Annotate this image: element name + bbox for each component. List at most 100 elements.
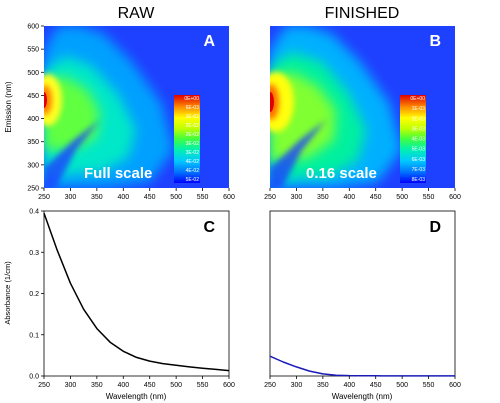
panel-c-ylabel: Absorbance (1/cm) [3, 261, 12, 325]
x-tick-label: 250 [38, 382, 50, 389]
colorbar-label: 5E-02 [186, 177, 200, 183]
colorbar-label: 2E-02 [186, 123, 200, 129]
x-tick-label: 250 [264, 194, 276, 201]
panel-a-hot-orange [44, 85, 52, 115]
panel-d-label: D [429, 219, 441, 236]
y-tick-label: 350 [27, 139, 39, 146]
panel-d: D 250 300 350 400 450 500 550 600 Wavelength (n… [264, 210, 461, 401]
panel-a-annotation: Full scale [84, 165, 152, 182]
colorbar-label: 4E-02 [186, 159, 200, 165]
x-tick-label: 350 [317, 382, 329, 389]
panel-c-xlabel: Wavelength (nm) [106, 392, 167, 401]
x-tick-label: 450 [144, 194, 156, 201]
x-tick-label: 400 [117, 382, 129, 389]
panel-b-label: B [429, 33, 441, 50]
colorbar-label: 3E-03 [412, 126, 426, 132]
panel-a-label: A [203, 33, 215, 50]
colorbar-label: 4E-03 [412, 137, 426, 143]
y-tick-label: 0.3 [29, 250, 39, 257]
panel-d-frame [269, 210, 456, 377]
y-tick-label: 0.1 [29, 332, 39, 339]
panel-b-hot-yellow [270, 72, 294, 132]
panel-b-colorbar-labels: 0E+00 1E-03 2E-03 3E-03 4E-03 5E-03 6E-03 7E-03… [410, 96, 425, 183]
panel-a-colorbar [174, 95, 200, 183]
panel-a-heatmap [44, 26, 174, 188]
series-line [43, 212, 230, 372]
x-tick-label: 250 [264, 382, 276, 389]
x-tick-label: 400 [117, 194, 129, 201]
colorbar-label: 8E-03 [412, 177, 426, 183]
x-tick-label: 450 [370, 382, 382, 389]
panel-d-axes: 250 300 350 400 450 500 550 600 [264, 376, 461, 389]
x-tick-label: 600 [449, 382, 461, 389]
colorbar-label: 5E-03 [412, 147, 426, 153]
x-tick-label: 500 [396, 194, 408, 201]
x-tick-label: 400 [343, 382, 355, 389]
colorbar-label: 6E-03 [186, 105, 200, 111]
colorbar-label: 3E-02 [186, 150, 200, 156]
panel-a-scatter-region [44, 120, 100, 188]
x-tick-label: 550 [423, 382, 435, 389]
colorbar-label: 0E+00 [410, 96, 425, 102]
x-tick-label: 550 [423, 194, 435, 201]
header-finished: FINISHED [325, 5, 400, 22]
x-tick-label: 300 [291, 382, 303, 389]
x-tick-label: 350 [91, 194, 103, 201]
y-tick-label: 300 [27, 162, 39, 169]
y-tick-label: 0.0 [29, 374, 39, 381]
x-tick-label: 350 [91, 382, 103, 389]
panel-a: 0E+00 6E-03 1E-02 2E-02 2E-02 3E-02 3E-02 4E-02… [4, 24, 235, 202]
panel-a-axes: 250 300 350 400 450 500 550 600 250 300 350 400 450 5… [27, 24, 235, 202]
panel-b-heatmap [270, 26, 402, 188]
panel-d-series [269, 355, 455, 377]
y-tick-label: 0.2 [29, 291, 39, 298]
panel-a-colorbar-labels: 0E+00 6E-03 1E-02 2E-02 2E-02 3E-02 3E-02 4E-02… [184, 96, 199, 183]
colorbar-label: 7E-03 [412, 167, 426, 173]
colorbar-label: 0E+00 [184, 96, 199, 102]
x-tick-label: 600 [449, 194, 461, 201]
colorbar-label: 6E-03 [412, 157, 426, 163]
x-tick-label: 400 [343, 194, 355, 201]
x-tick-label: 350 [317, 194, 329, 201]
panel-a-hot-yellow [44, 74, 62, 126]
x-tick-label: 550 [197, 382, 209, 389]
y-tick-label: 0.4 [29, 209, 39, 216]
colorbar-label: 2E-02 [186, 132, 200, 138]
colorbar-label: 1E-02 [186, 114, 200, 120]
panel-a-ylabel: Emission (nm) [4, 81, 13, 132]
panel-b-axes: 250 300 350 400 450 500 550 600 [264, 188, 461, 201]
panel-b-scatter-region [270, 120, 326, 188]
colorbar-label: 3E-02 [186, 141, 200, 147]
y-tick-label: 400 [27, 116, 39, 123]
x-tick-label: 600 [223, 382, 235, 389]
panel-b: 0E+00 1E-03 2E-03 3E-03 4E-03 5E-03 6E-03 7E-03… [264, 26, 461, 201]
panel-d-xlabel: Wavelength (nm) [332, 392, 393, 401]
y-tick-label: 500 [27, 70, 39, 77]
x-tick-label: 300 [65, 194, 77, 201]
x-tick-label: 300 [291, 194, 303, 201]
x-tick-label: 500 [396, 382, 408, 389]
panel-a-hot-red [44, 92, 47, 108]
panel-c-frame [43, 210, 230, 377]
header-raw: RAW [118, 5, 156, 22]
series-line [269, 355, 455, 377]
y-tick-label: 450 [27, 93, 39, 100]
x-tick-label: 300 [65, 382, 77, 389]
x-tick-label: 550 [197, 194, 209, 201]
colorbar-label: 2E-03 [412, 116, 426, 122]
x-tick-label: 500 [170, 194, 182, 201]
panel-c: C 250 300 350 400 450 500 550 600 0.0 0.1 0.2 0.3 0.… [3, 209, 235, 402]
panel-c-axes: 250 300 350 400 450 500 550 600 0.0 0.1 0.2 0.3 0.4 [29, 209, 235, 390]
y-tick-label: 600 [27, 24, 39, 31]
x-tick-label: 500 [170, 382, 182, 389]
panel-b-colorbar [400, 95, 426, 183]
x-tick-label: 450 [144, 382, 156, 389]
x-tick-label: 600 [223, 194, 235, 201]
x-tick-label: 450 [370, 194, 382, 201]
y-tick-label: 550 [27, 47, 39, 54]
panel-b-annotation: 0.16 scale [306, 165, 377, 182]
colorbar-label: 1E-03 [412, 106, 426, 112]
panel-b-hot-red [270, 92, 274, 112]
y-tick-label: 250 [27, 186, 39, 193]
colorbar-label: 4E-02 [186, 168, 200, 174]
